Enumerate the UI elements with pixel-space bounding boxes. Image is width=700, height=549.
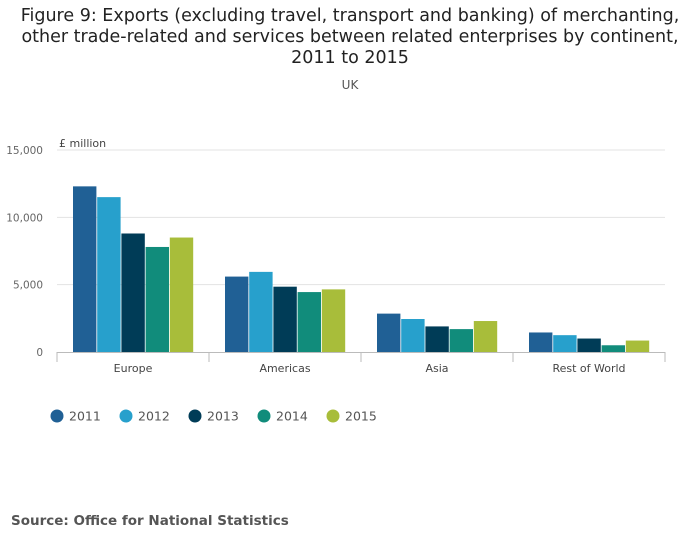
- y-tick-label: 0: [36, 347, 43, 359]
- title-line: 2011 to 2015: [291, 48, 409, 68]
- bar: [297, 292, 321, 352]
- title-line: Figure 9: Exports (excluding travel, tra…: [20, 6, 680, 26]
- bar: [401, 319, 425, 352]
- legend-label: 2014: [276, 409, 308, 424]
- legend-label: 2012: [138, 409, 170, 424]
- legend-marker: [50, 409, 64, 423]
- x-tick-label: Europe: [114, 362, 153, 375]
- bar: [377, 313, 401, 352]
- legend-marker: [188, 409, 202, 423]
- bar: [121, 233, 145, 352]
- bar: [473, 321, 498, 352]
- bar: [449, 329, 473, 352]
- bar: [625, 340, 650, 352]
- bar: [169, 237, 194, 352]
- bar: [577, 338, 601, 352]
- bar: [273, 286, 297, 352]
- legend-marker: [119, 409, 133, 423]
- legend-marker: [257, 409, 271, 423]
- legend-label: 2011: [69, 409, 101, 424]
- y-tick-label: 10,000: [6, 212, 43, 224]
- y-axis-label: £ million: [59, 137, 106, 150]
- bar: [321, 289, 346, 352]
- legend-label: 2013: [207, 409, 239, 424]
- source-note: Source: Office for National Statistics: [11, 513, 289, 529]
- bar: [425, 326, 449, 352]
- x-tick-label: Asia: [425, 362, 448, 375]
- bar: [225, 276, 249, 352]
- bar: [145, 246, 169, 352]
- legend-marker: [326, 409, 340, 423]
- chart-subtitle: UK: [341, 78, 359, 92]
- y-tick-label: 15,000: [6, 145, 43, 157]
- bar: [529, 332, 553, 352]
- x-tick-label: Rest of World: [552, 362, 625, 375]
- bar: [553, 335, 577, 352]
- bar: [249, 271, 273, 352]
- legend-label: 2015: [345, 409, 377, 424]
- x-tick-label: Americas: [259, 362, 310, 375]
- chart-title: Figure 9: Exports (excluding travel, tra…: [20, 6, 680, 69]
- bar: [601, 345, 625, 352]
- title-line: other trade-related and services between…: [21, 27, 679, 47]
- bar: [73, 186, 97, 352]
- bar: [97, 197, 121, 352]
- bar-chart: 0 5,000 10,000 15,000 £ million Europe America…: [6, 137, 666, 424]
- y-tick-label: 5,000: [13, 280, 43, 292]
